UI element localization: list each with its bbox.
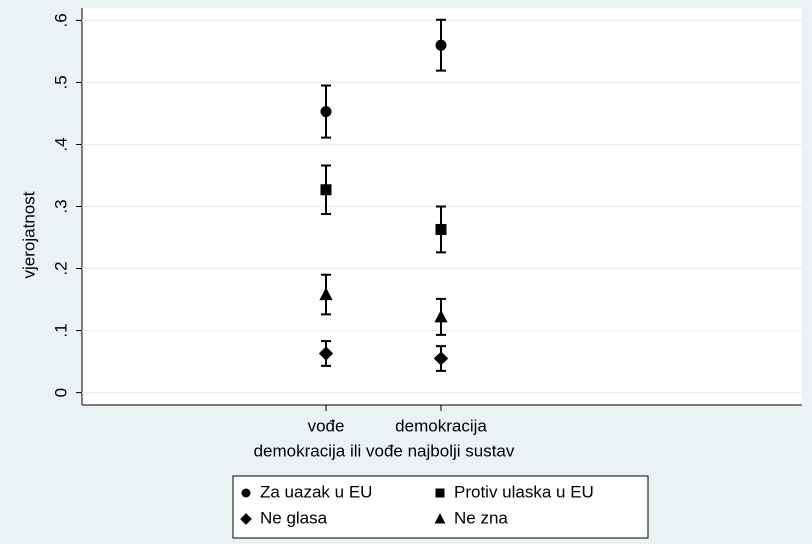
legend-label: Protiv ulaska u EU [454, 482, 594, 501]
legend-marker [434, 513, 446, 524]
y-tick-label: .1 [51, 323, 70, 337]
y-tick-label: 0 [51, 388, 70, 397]
legend-box [232, 475, 649, 539]
point [318, 346, 334, 361]
point [434, 309, 448, 323]
point [433, 351, 449, 366]
point [319, 287, 333, 301]
legend-marker [240, 513, 252, 525]
point [320, 106, 332, 118]
point [435, 39, 447, 51]
legend-marker [241, 488, 251, 498]
legend-label: Ne glasa [260, 508, 328, 527]
x-tick-label: vođe [308, 416, 345, 435]
point [435, 223, 447, 235]
y-tick-label: .5 [51, 75, 70, 89]
y-tick-label: .2 [51, 261, 70, 275]
legend-marker [435, 488, 445, 498]
y-tick-label: .3 [51, 199, 70, 213]
legend-label: Za uazak u EU [260, 482, 372, 501]
legend-label: Ne zna [454, 508, 508, 527]
x-tick-label: demokracija [395, 416, 487, 435]
y-axis-label: vjerojatnost [19, 191, 38, 278]
point [320, 184, 332, 196]
y-tick-label: .4 [51, 137, 70, 151]
x-axis-label: demokracija ili vođe najbolji sustav [254, 441, 515, 460]
y-tick-label: .6 [51, 13, 70, 27]
